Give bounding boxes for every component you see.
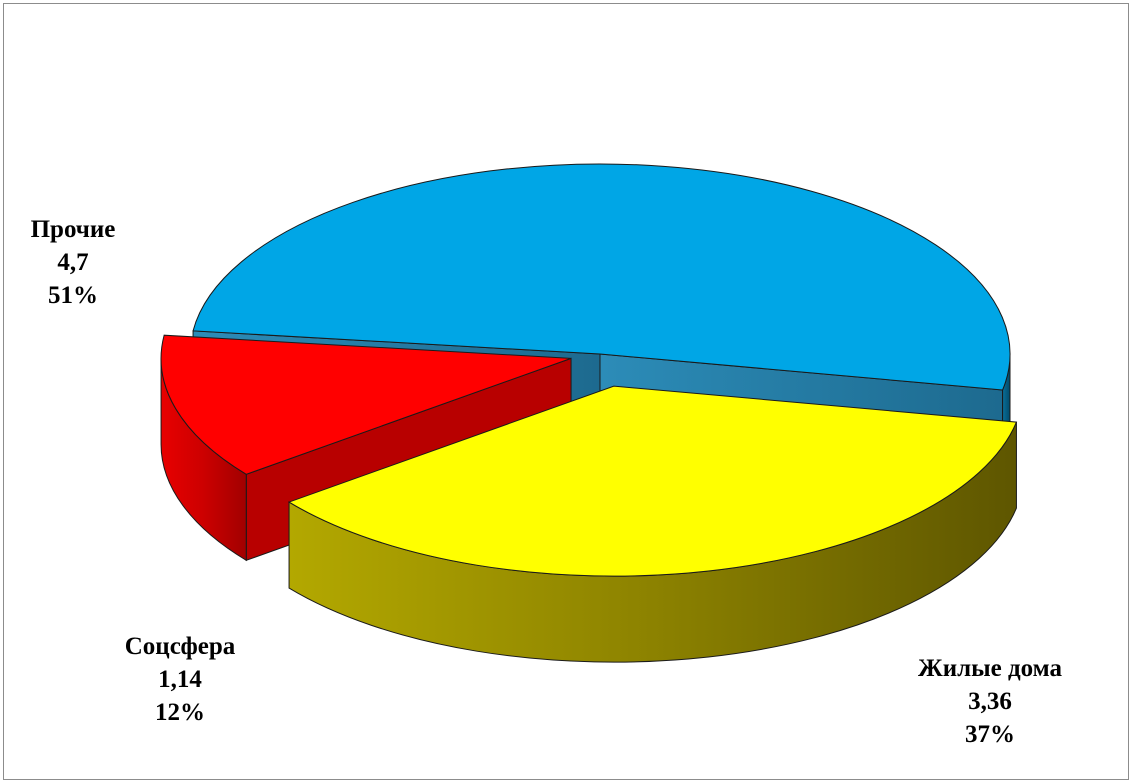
slice-name: Жилые дома [917,655,1063,682]
pie-chart [160,163,1018,663]
data-label-socsfera: Соцсфера 1,14 12% [105,630,255,729]
slice-value: 3,36 [968,688,1012,715]
slice-top [160,334,572,475]
slice-percent: 51% [48,282,98,309]
data-label-zhilye-doma: Жилые дома 3,36 37% [885,652,1095,751]
chart-frame [3,3,1129,780]
data-label-prochie: Прочие 4,7 51% [18,213,128,312]
slice-name: Прочие [30,216,116,243]
slice-percent: 12% [155,699,205,726]
slice-value: 4,7 [57,249,89,276]
slice-percent: 37% [965,721,1015,748]
slice-top [192,163,1011,391]
pie-slice-1 [287,385,1018,663]
slice-value: 1,14 [158,666,202,693]
slice-top [287,385,1018,577]
slice-name: Соцсфера [124,633,236,660]
